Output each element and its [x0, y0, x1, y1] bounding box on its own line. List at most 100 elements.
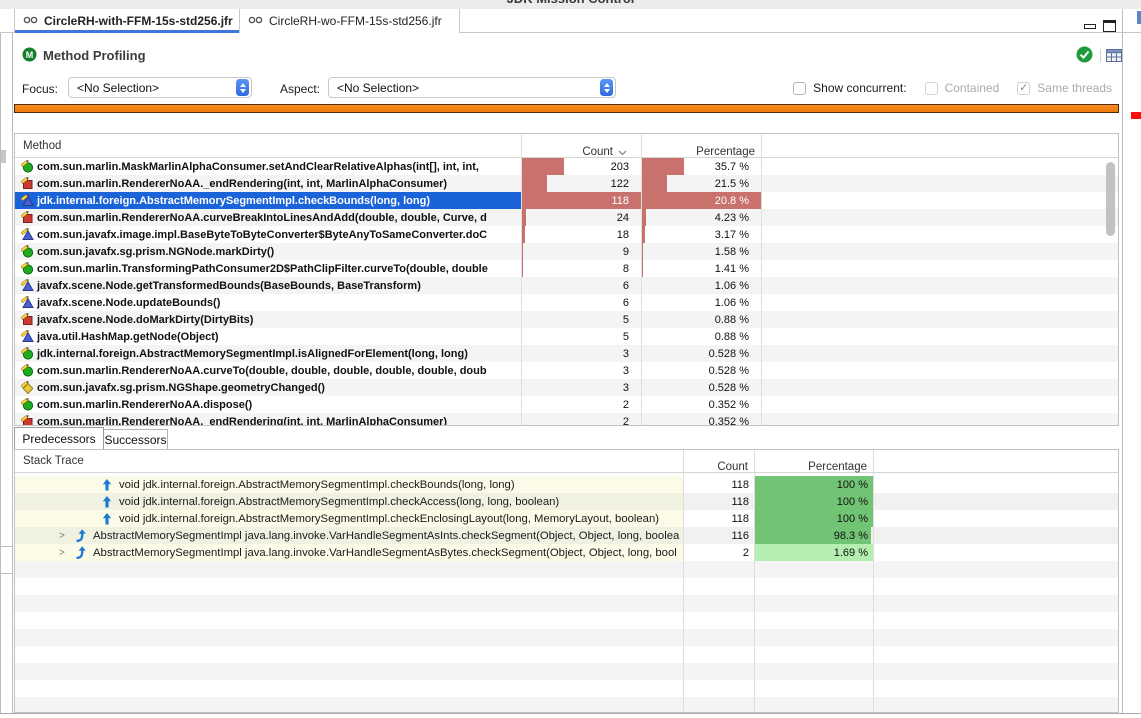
- count-value: 3: [622, 347, 629, 360]
- expand-chevron-icon[interactable]: >: [59, 530, 65, 541]
- percentage-cell: 0.88 %: [641, 311, 761, 328]
- percentage-value: 21.5 %: [714, 177, 749, 190]
- method-table-row[interactable]: com.sun.marlin.RendererNoAA._endRenderin…: [15, 175, 1118, 192]
- method-table-row[interactable]: javafx.scene.Node.updateBounds() 6 1.06 %: [15, 294, 1118, 311]
- minimize-icon[interactable]: [1084, 24, 1096, 29]
- percentage-cell: 98.3 %: [754, 527, 873, 544]
- count-value: 118: [611, 194, 629, 207]
- method-table-row[interactable]: com.sun.marlin.RendererNoAA.curveBreakIn…: [15, 209, 1118, 226]
- count-cell: 116: [683, 527, 754, 544]
- percentage-value: 100 %: [836, 478, 868, 491]
- method-name-cell: com.sun.marlin.TransformingPathConsumer2…: [15, 260, 521, 277]
- aspect-label: Aspect:: [280, 82, 321, 96]
- method-name: javafx.scene.Node.updateBounds(): [37, 296, 221, 309]
- method-table-row[interactable]: com.sun.javafx.sg.prism.NGShape.geometry…: [15, 379, 1118, 396]
- percentage-value: 0.528 %: [708, 364, 749, 377]
- percentage-value: 35.7 %: [714, 160, 749, 173]
- tab-circlerh-wo-ffm[interactable]: CircleRH-wo-FFM-15s-std256.jfr: [240, 9, 460, 33]
- method-name-cell: com.sun.javafx.sg.prism.NGShape.geometry…: [15, 379, 521, 396]
- focus-select[interactable]: <No Selection>: [68, 77, 252, 98]
- method-table-row[interactable]: java.util.HashMap.getNode(Object) 5 0.88 %: [15, 328, 1118, 345]
- stack-trace-row[interactable]: void jdk.internal.foreign.AbstractMemory…: [15, 476, 1118, 493]
- method-name: com.sun.javafx.sg.prism.NGShape.geometry…: [37, 381, 325, 394]
- method-table-row[interactable]: com.sun.marlin.RendererNoAA.dispose() 2 0.…: [15, 396, 1118, 413]
- tab-successors[interactable]: Successors: [104, 429, 168, 449]
- method-name: com.sun.marlin.RendererNoAA._endRenderin…: [37, 177, 448, 190]
- stack-trace-row[interactable]: > AbstractMemorySegmentImpl java.lang.inv…: [15, 527, 1118, 544]
- percentage-value: 20.8 %: [714, 194, 749, 207]
- tab-label: CircleRH-with-FFM-15s-std256.jfr: [44, 14, 233, 28]
- percentage-value: 4.23 %: [714, 211, 749, 224]
- show-concurrent-checkbox[interactable]: [793, 81, 807, 95]
- count-cell: 2: [521, 396, 641, 413]
- stack-trace-row[interactable]: void jdk.internal.foreign.AbstractMemory…: [15, 510, 1118, 527]
- method-table-row[interactable]: com.sun.javafx.image.impl.BaseByteToByte…: [15, 226, 1118, 243]
- window-titlebar: JDK Mission Control: [0, 0, 1141, 9]
- method-name-cell: javafx.scene.Node.doMarkDirty(DirtyBits): [15, 311, 521, 328]
- column-header-stack-trace[interactable]: Stack Trace: [23, 455, 84, 467]
- stack-trace-row[interactable]: > AbstractMemorySegmentImpl java.lang.inv…: [15, 544, 1118, 561]
- percentage-value: 0.528 %: [708, 347, 749, 360]
- vertical-scrollbar[interactable]: [1106, 162, 1115, 236]
- method-table-row[interactable]: com.sun.marlin.RendererNoAA.curveTo(doub…: [15, 362, 1118, 379]
- count-cell: 2: [521, 413, 641, 425]
- tab-label: Predecessors: [22, 431, 96, 446]
- count-cell: 3: [521, 379, 641, 396]
- aspect-select[interactable]: <No Selection>: [328, 77, 616, 98]
- method-table-row[interactable]: jdk.internal.foreign.AbstractMemorySegme…: [15, 192, 1118, 209]
- stack-trace-row[interactable]: void jdk.internal.foreign.AbstractMemory…: [15, 493, 1118, 510]
- count-value: 2: [622, 398, 629, 411]
- tab-predecessors[interactable]: Predecessors: [14, 427, 104, 449]
- up-arrow-icon: [101, 495, 113, 510]
- tab-label: CircleRH-wo-FFM-15s-std256.jfr: [269, 14, 442, 28]
- column-header-method[interactable]: Method: [23, 139, 62, 152]
- count-value: 8: [622, 262, 629, 275]
- count-bar: [521, 175, 547, 192]
- edge-cropped-icon: [1137, 11, 1141, 24]
- method-table-body: com.sun.marlin.MaskMarlinAlphaConsumer.s…: [15, 158, 1118, 425]
- method-table-row[interactable]: com.sun.marlin.TransformingPathConsumer2…: [15, 260, 1118, 277]
- percentage-cell: 3.17 %: [641, 226, 761, 243]
- method-table-row[interactable]: com.sun.marlin.RendererNoAA._endRenderin…: [15, 413, 1118, 425]
- stack-frame-label: AbstractMemorySegmentImpl java.lang.invo…: [93, 529, 680, 542]
- count-cell: 3: [521, 345, 641, 362]
- percentage-value: 100 %: [836, 512, 868, 525]
- branch-arrow-icon: [75, 529, 88, 544]
- method-table-row[interactable]: jdk.internal.foreign.AbstractMemorySegme…: [15, 345, 1118, 362]
- method-table-row[interactable]: com.sun.javafx.sg.prism.NGNode.markDirty…: [15, 243, 1118, 260]
- percentage-cell: 21.5 %: [641, 175, 761, 192]
- count-value: 2: [622, 415, 629, 426]
- count-cell: 118: [683, 476, 754, 493]
- count-value: 3: [622, 364, 629, 377]
- method-table-row[interactable]: javafx.scene.Node.doMarkDirty(DirtyBits)…: [15, 311, 1118, 328]
- jfr-file-icon: [23, 12, 38, 30]
- percentage-bar: [641, 158, 684, 175]
- sidebar-handle[interactable]: [1, 150, 6, 163]
- up-arrow-icon: [101, 478, 113, 493]
- count-bar: [521, 158, 564, 175]
- tab-circlerh-with-ffm[interactable]: CircleRH-with-FFM-15s-std256.jfr ✕: [14, 9, 250, 33]
- method-name-cell: java.util.HashMap.getNode(Object): [15, 328, 521, 345]
- method-table-row[interactable]: javafx.scene.Node.getTransformedBounds(B…: [15, 277, 1118, 294]
- percentage-bar: [641, 209, 647, 226]
- maximize-icon[interactable]: [1103, 20, 1116, 32]
- percentage-value: 0.352 %: [708, 415, 749, 426]
- expand-chevron-icon[interactable]: >: [59, 547, 65, 558]
- collapsed-sidebar-strip[interactable]: [0, 33, 13, 713]
- count-cell: 8: [521, 260, 641, 277]
- stack-frame-label: AbstractMemorySegmentImpl java.lang.invo…: [93, 546, 677, 559]
- percentage-value: 0.352 %: [708, 398, 749, 411]
- table-settings-icon[interactable]: [1106, 49, 1122, 67]
- empty-row: [15, 629, 1118, 646]
- method-profiling-icon: M: [22, 47, 37, 67]
- count-cell: 6: [521, 294, 641, 311]
- empty-row: [15, 578, 1118, 595]
- result-ok-icon[interactable]: [1076, 46, 1093, 68]
- count-value: 9: [622, 245, 629, 258]
- method-table-row[interactable]: com.sun.marlin.MaskMarlinAlphaConsumer.s…: [15, 158, 1118, 175]
- percentage-bar: [754, 476, 873, 493]
- editor-tab-bar: CircleRH-with-FFM-15s-std256.jfr ✕ Circl…: [0, 9, 1141, 33]
- range-selector-bar[interactable]: [14, 104, 1119, 113]
- percentage-cell: 100 %: [754, 493, 873, 510]
- count-value: 116: [731, 529, 749, 542]
